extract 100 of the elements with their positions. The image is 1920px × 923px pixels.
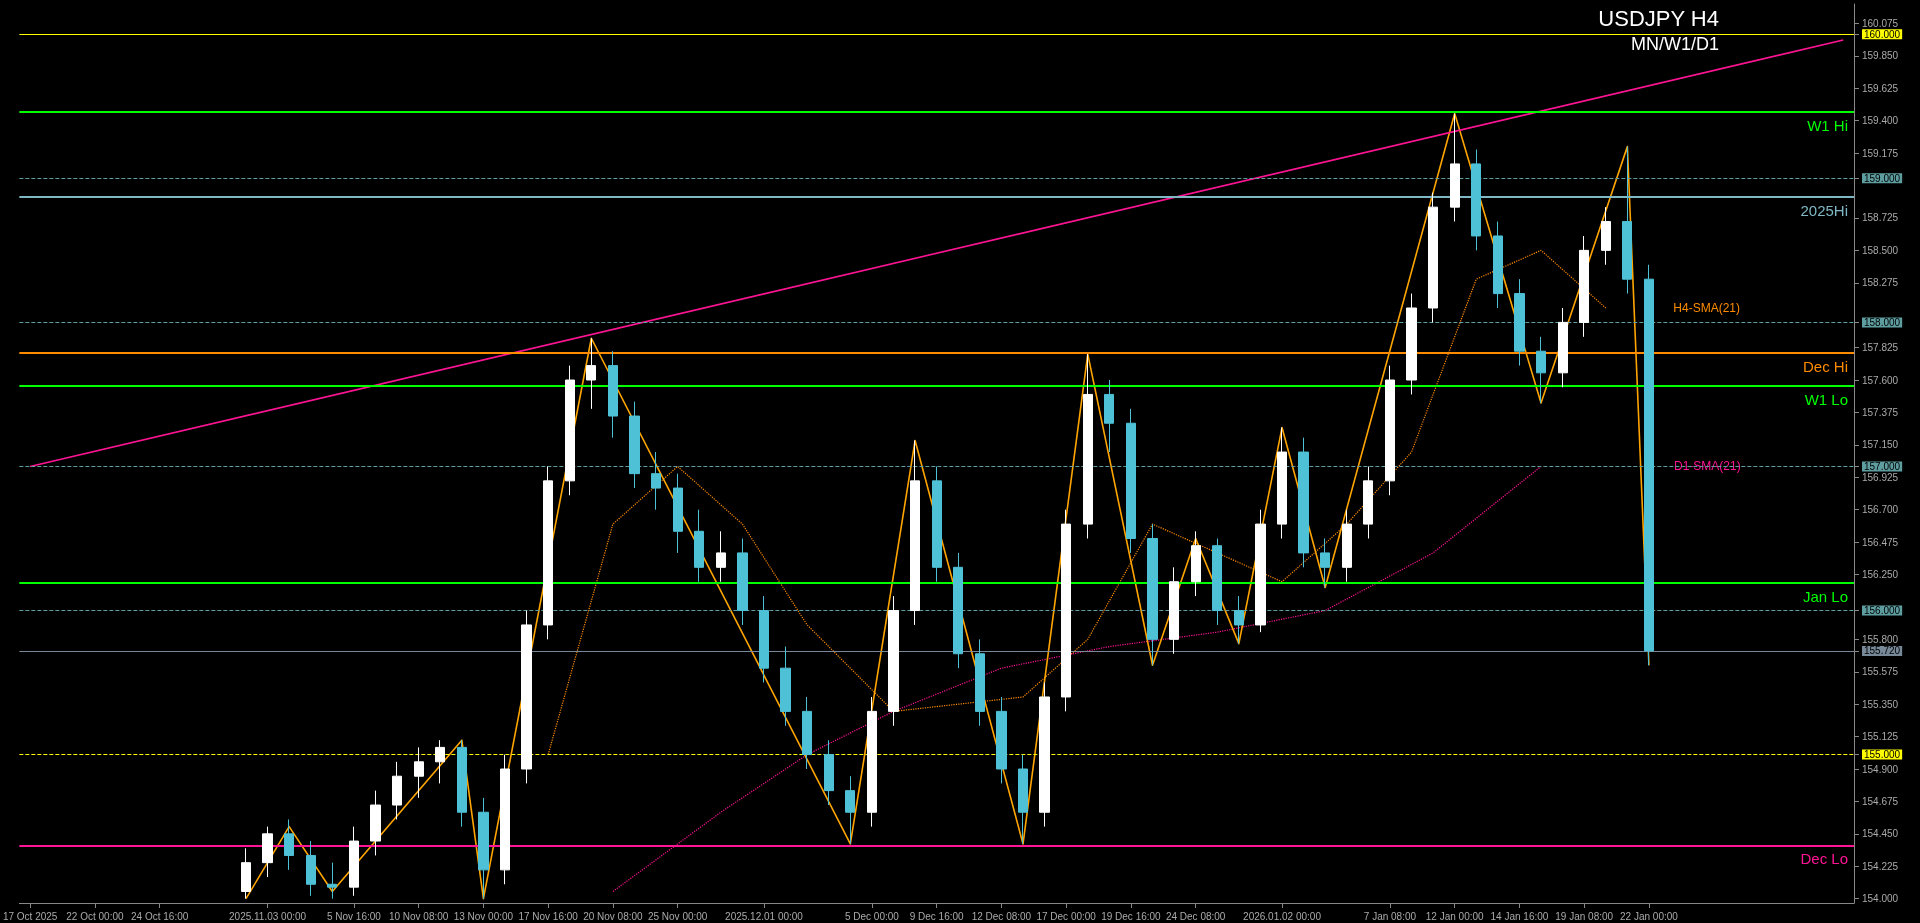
y-tick-label: 160.000 [1864, 28, 1901, 40]
text: D1-SMA(21) [1673, 459, 1741, 474]
y-tick-label: 154.000 [1862, 893, 1899, 905]
y-tick-label: 160.075 [1862, 17, 1899, 29]
x-tick-label: 22 Jan 00:00 [1620, 910, 1679, 922]
candlestick [975, 638, 985, 727]
candlestick [910, 440, 920, 626]
candlestick [759, 595, 769, 684]
ref-line-label: Jan Lo [1802, 588, 1848, 606]
y-tick-label: 155.575 [1862, 666, 1899, 678]
x-tick-label: 12 Dec 08:00 [971, 910, 1032, 922]
x-tick-label: 25 Nov 00:00 [647, 910, 708, 922]
candlestick [1039, 682, 1050, 828]
candlestick [241, 847, 251, 900]
x-tick-label: 2026.01.02 00:00 [1243, 910, 1322, 922]
y-tick-label: 154.450 [1862, 828, 1899, 840]
x-tick-label: 14 Jan 16:00 [1490, 910, 1549, 922]
y-tick-label: 158.000 [1864, 316, 1901, 328]
ref-line-label: 2025Hi [1800, 202, 1848, 220]
y-tick-label: 159.625 [1862, 82, 1899, 94]
candlestick [932, 465, 942, 583]
candlestick [1471, 149, 1481, 251]
candlestick [1579, 235, 1589, 338]
candlestick [802, 696, 812, 770]
candlestick [1428, 192, 1438, 323]
candlestick [1298, 437, 1309, 568]
candlestick [414, 746, 424, 799]
x-tick-label: 2025.12.01 00:00 [725, 910, 804, 922]
y-tick-label: 156.700 [1862, 504, 1899, 516]
x-tick-label: 2025.11.03 00:00 [229, 910, 307, 922]
candlestick [1514, 278, 1525, 367]
y-tick-label: 159.400 [1862, 115, 1899, 127]
candlestick [1255, 509, 1266, 633]
ref-line-label: Dec Lo [1800, 850, 1848, 868]
x-tick-label: 24 Oct 16:00 [131, 910, 189, 922]
candlestick [521, 610, 532, 784]
y-tick-label: 157.375 [1862, 406, 1899, 418]
candlestick [349, 826, 359, 897]
candlestick [1018, 754, 1028, 845]
y-tick-label: 156.925 [1862, 471, 1899, 483]
y-tick-label: 154.900 [1862, 763, 1899, 775]
y-tick-label: 155.125 [1862, 731, 1899, 743]
y-tick-label: 155.000 [1864, 749, 1901, 761]
x-tick-label: 19 Dec 16:00 [1101, 910, 1162, 922]
candlestick [1363, 465, 1373, 539]
candlestick [1277, 427, 1287, 539]
x-tick-label: 5 Dec 00:00 [844, 910, 900, 922]
candlestick [845, 775, 855, 845]
candlestick [1147, 523, 1158, 666]
candlestick [608, 350, 618, 439]
text: MN/W1/D1 [1630, 34, 1719, 54]
text: H4-SMA(21) [1673, 300, 1741, 315]
candlestick [457, 739, 467, 828]
candlestick [673, 473, 683, 554]
y-tick-label: 156.000 [1864, 605, 1901, 617]
x-tick-label: 12 Jan 00:00 [1425, 910, 1485, 922]
candlestick [1342, 509, 1352, 583]
candlestick [1320, 538, 1330, 588]
candlestick [284, 818, 294, 871]
candlestick [262, 826, 273, 878]
y-tick-label: 157.150 [1862, 439, 1899, 451]
x-tick-label: 9 Dec 16:00 [909, 910, 965, 922]
candlestick [888, 595, 899, 727]
y-tick-label: 159.175 [1862, 147, 1899, 159]
candlestick [327, 862, 337, 900]
candlestick [1061, 509, 1071, 712]
candlestick [867, 696, 877, 828]
candlestick [370, 790, 381, 856]
candlestick [953, 552, 963, 669]
candlestick [1536, 336, 1546, 404]
candlestick [565, 365, 575, 496]
y-tick-label: 157.825 [1862, 342, 1899, 354]
candlestick [694, 509, 704, 583]
x-tick-label: 17 Oct 2025 [2, 910, 58, 922]
y-tick-label: 159.850 [1862, 50, 1899, 62]
candlestick [1493, 221, 1503, 309]
x-tick-label: 17 Nov 16:00 [518, 910, 579, 922]
y-tick-label: 158.725 [1862, 212, 1899, 224]
candlestick [629, 401, 640, 489]
candlestick [651, 451, 661, 511]
candlestick [1450, 112, 1460, 223]
x-tick-label: 13 Nov 00:00 [453, 910, 514, 922]
chart-title: USDJPY H4 [1598, 5, 1719, 31]
candlestick [392, 761, 402, 820]
x-tick-label: 24 Dec 08:00 [1165, 910, 1226, 922]
candlestick [1083, 353, 1093, 539]
x-tick-label: 5 Nov 16:00 [326, 910, 382, 922]
ref-line-label: W1 Hi [1807, 117, 1848, 135]
y-tick-label: 154.225 [1862, 860, 1899, 872]
x-tick-label: 20 Nov 08:00 [583, 910, 644, 922]
candlestick [306, 840, 316, 897]
candlestick [1406, 293, 1417, 395]
candlestick [435, 739, 445, 784]
candlestick [1126, 408, 1136, 554]
y-tick-label: 156.475 [1862, 536, 1899, 548]
y-tick-label: 155.350 [1862, 698, 1899, 710]
x-tick-label: 19 Jan 08:00 [1555, 910, 1614, 922]
y-tick-label: 155.800 [1862, 633, 1899, 645]
ref-line-label: W1 Lo [1804, 390, 1848, 408]
candlestick [1385, 365, 1395, 496]
